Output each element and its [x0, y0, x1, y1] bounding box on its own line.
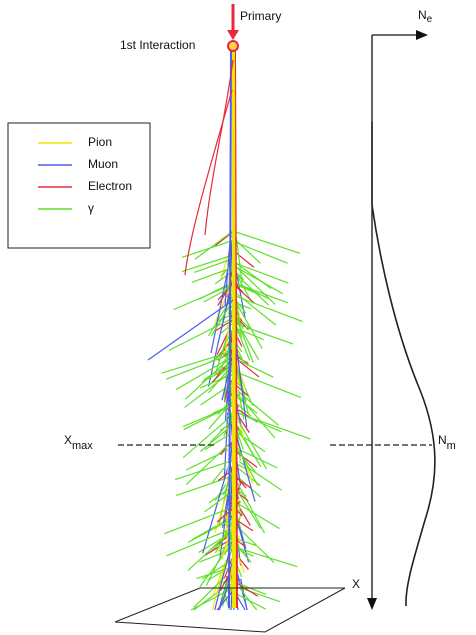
track [195, 231, 233, 259]
interaction-point [228, 41, 238, 51]
legend-label: Pion [88, 135, 112, 149]
track [239, 421, 267, 469]
depth-arrowhead [367, 598, 377, 610]
nmax-label: Nm [438, 433, 456, 452]
label-sub: max [72, 440, 93, 452]
interaction-label: 1st Interaction [120, 38, 195, 52]
track [205, 60, 233, 235]
primary-arrowhead [227, 30, 239, 40]
track [200, 430, 226, 452]
track [232, 231, 300, 254]
legend-label: γ [88, 201, 94, 215]
track [231, 241, 287, 263]
track [237, 483, 264, 534]
depth-axis-label: X [352, 577, 360, 591]
label-main: N [418, 8, 427, 22]
label-main: N [438, 433, 447, 447]
legend-label: Electron [88, 179, 132, 193]
primary-label: Primary [240, 9, 281, 23]
track [237, 413, 310, 439]
size-arrowhead [416, 30, 428, 40]
size-axis-label: Ne [418, 8, 433, 24]
diagram: Primary 1st Interaction Pion Muon Electron… [0, 0, 476, 635]
label-sub: e [427, 14, 433, 25]
legend-label: Muon [88, 157, 118, 171]
label-sub: m [447, 440, 456, 452]
profile-curve [372, 122, 435, 606]
label-main: X [64, 433, 72, 447]
track [148, 300, 233, 360]
xmax-label: Xmax [64, 433, 93, 452]
shower-tracks [148, 50, 311, 610]
track [176, 358, 230, 390]
core-track [234, 50, 235, 608]
track [185, 90, 232, 275]
